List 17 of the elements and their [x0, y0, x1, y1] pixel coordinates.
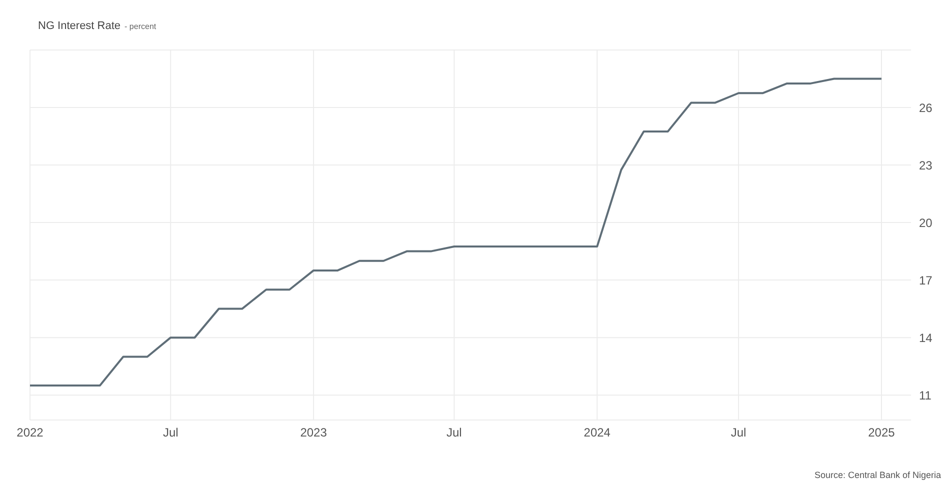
- x-tick-label: Jul: [446, 426, 462, 440]
- x-tick-label: 2025: [868, 426, 896, 440]
- x-tick-label: Jul: [162, 426, 178, 440]
- y-tick-label: 11: [919, 388, 932, 402]
- y-tick-label: 14: [919, 330, 933, 345]
- y-tick-label: 23: [919, 158, 933, 172]
- source-note: Source: Central Bank of Nigeria: [814, 470, 941, 480]
- chart-title: NG Interest Rate: [38, 20, 121, 32]
- y-tick-label: 17: [919, 273, 933, 288]
- x-tick-label: 2022: [16, 426, 44, 440]
- chart-subtitle: - percent: [124, 22, 156, 31]
- line-series: [30, 78, 882, 386]
- x-tick-label: 2024: [584, 426, 611, 440]
- x-tick-label: 2023: [300, 426, 328, 440]
- x-tick-label: Jul: [730, 426, 746, 440]
- y-tick-label: 26: [919, 100, 933, 115]
- y-tick-label: 20: [919, 216, 933, 230]
